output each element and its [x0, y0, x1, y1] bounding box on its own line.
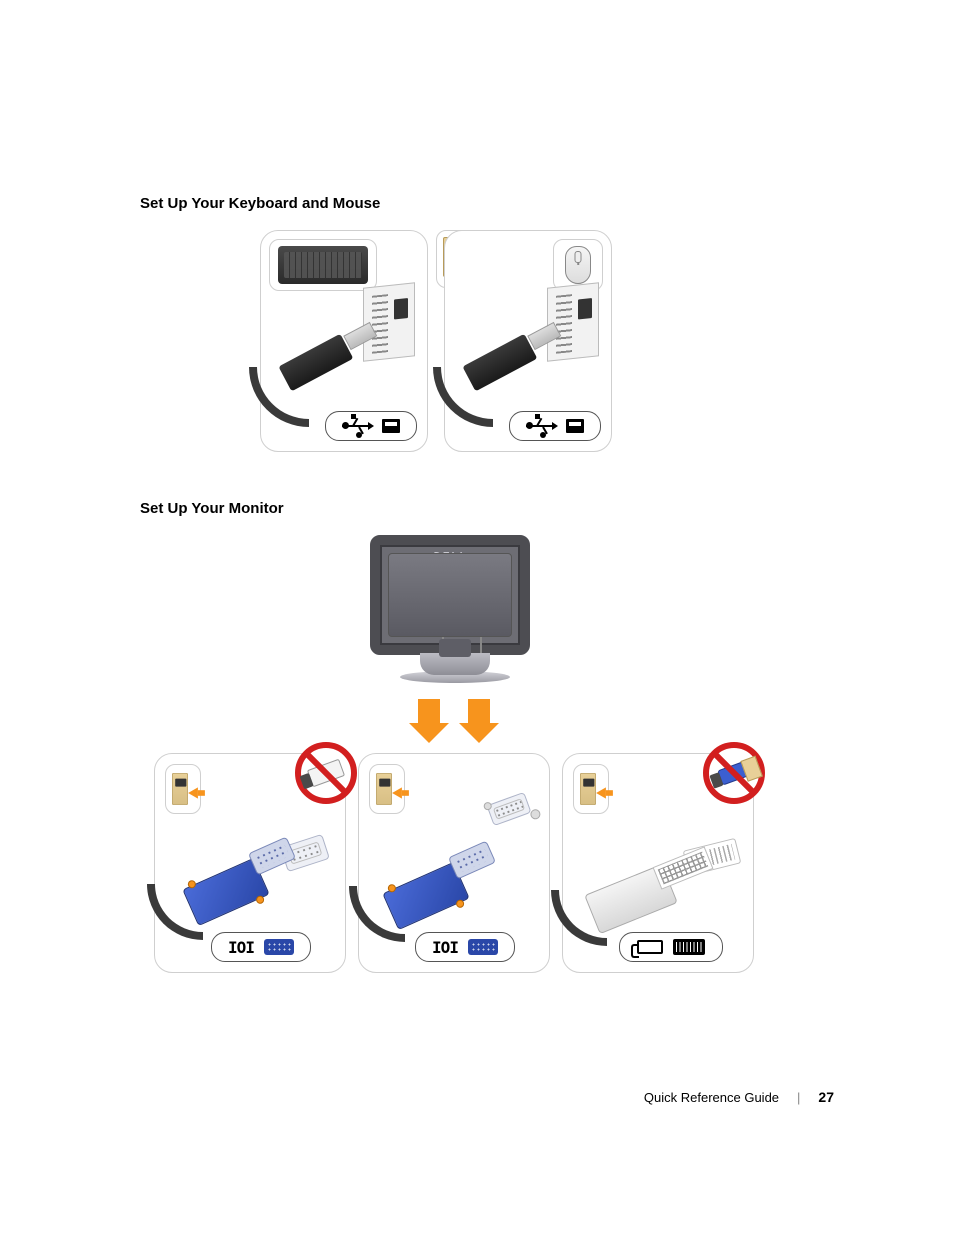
dvi-port-mini-icon [673, 939, 705, 955]
vga-text-icon: IOI [432, 938, 458, 957]
monitor-vga-port-icon [436, 621, 450, 633]
dvi-shape-icon [637, 940, 663, 954]
option-vga-direct: IOI [154, 753, 346, 973]
vga-text-icon: IOI [228, 938, 254, 957]
heading-keyboard-mouse: Set Up Your Keyboard and Mouse [140, 195, 840, 212]
footer-title: Quick Reference Guide [644, 1090, 779, 1105]
footer-separator: | [797, 1090, 800, 1105]
arrow-left-icon [392, 787, 402, 798]
usb-trident-icon [526, 417, 556, 435]
vga-port-mini-icon [264, 939, 294, 955]
vga-symbol-pill: IOI [415, 932, 515, 962]
keyboard-icon [269, 239, 377, 291]
prohibit-dvi-icon [295, 742, 357, 804]
vga-port-mini-icon [468, 939, 498, 955]
arrow-left-icon [596, 787, 606, 798]
vga-connector-icon [367, 836, 517, 946]
page-content: Set Up Your Keyboard and Mouse [140, 195, 840, 1005]
heading-monitor: Set Up Your Monitor [140, 500, 840, 517]
port-card-icon [580, 773, 596, 805]
usb-port-icon [382, 419, 400, 433]
arrow-left-icon [188, 787, 198, 798]
footer-page-number: 27 [818, 1089, 834, 1105]
option-dvi [562, 753, 754, 973]
panel-keyboard [260, 230, 428, 452]
port-card-icon [376, 773, 392, 805]
section-keyboard-mouse: Set Up Your Keyboard and Mouse [140, 195, 840, 460]
dvi-symbol-pill [619, 932, 723, 962]
vga-adapter-icon [486, 792, 531, 826]
vga-connector-icon [165, 834, 315, 944]
usb-symbol-pill [325, 411, 417, 441]
port-hint-mini [573, 764, 609, 814]
io-panel-icon [547, 282, 599, 361]
panel-mouse [444, 230, 612, 452]
usb-trident-icon [342, 417, 372, 435]
usb-port-icon [566, 419, 584, 433]
monitor-diagram: DELL [140, 535, 840, 1005]
monitor-icon: DELL [370, 535, 540, 685]
vga-symbol-pill: IOI [211, 932, 311, 962]
page-footer: Quick Reference Guide | 27 [644, 1089, 834, 1105]
port-card-icon [172, 773, 188, 805]
arrow-down-icon [468, 699, 490, 725]
option-vga-adapter: IOI [358, 753, 550, 973]
arrow-down-icon [418, 699, 440, 725]
port-hint-mini [165, 764, 201, 814]
io-panel-icon [363, 282, 415, 361]
usb-symbol-pill [509, 411, 601, 441]
monitor-dvi-port-icon [474, 621, 488, 633]
prohibit-vga-icon [703, 742, 765, 804]
keyboard-mouse-diagram [260, 230, 760, 460]
port-hint-mini [369, 764, 405, 814]
section-monitor: Set Up Your Monitor DELL [140, 500, 840, 1005]
monitor-brand: DELL [433, 551, 467, 562]
